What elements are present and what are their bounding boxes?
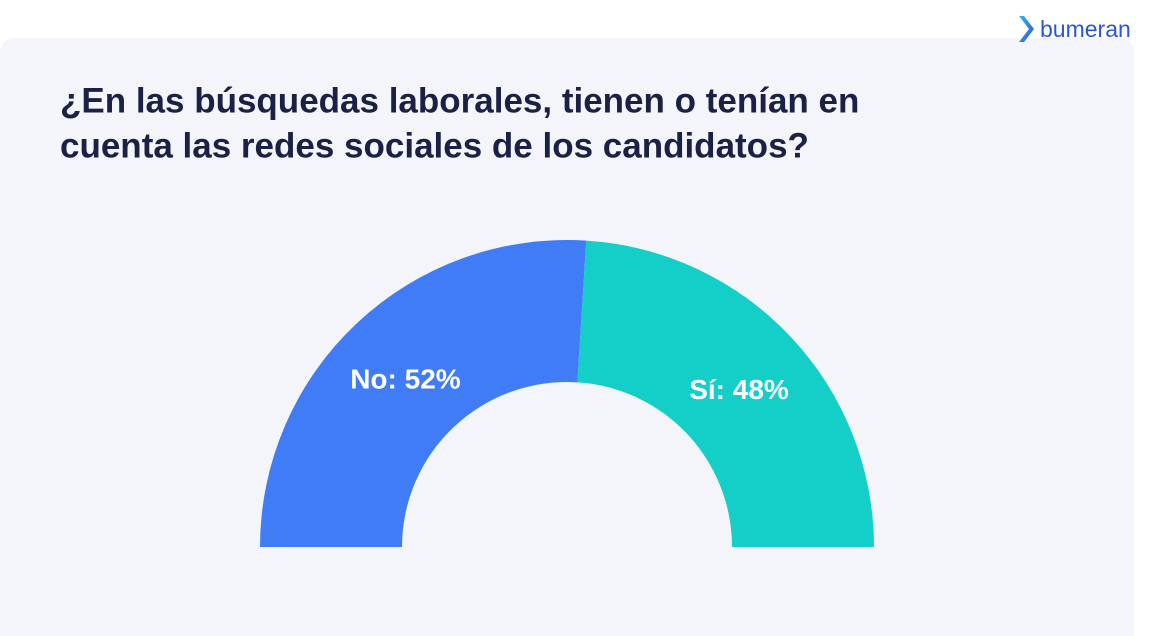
plot: No: 52% Sí: 48% <box>260 239 874 548</box>
chart-title: cuenta las redes sociales de los candida… <box>60 126 809 165</box>
logo: bumeran <box>1040 16 1131 42</box>
slice <box>577 240 874 548</box>
chart-title: ¿En las búsquedas laborales, tienen o te… <box>60 81 859 120</box>
slice <box>260 239 587 547</box>
slice-label: No: 52% <box>350 363 461 394</box>
slice-label: Sí: 48% <box>689 374 789 405</box>
logo-icon <box>1019 16 1034 42</box>
